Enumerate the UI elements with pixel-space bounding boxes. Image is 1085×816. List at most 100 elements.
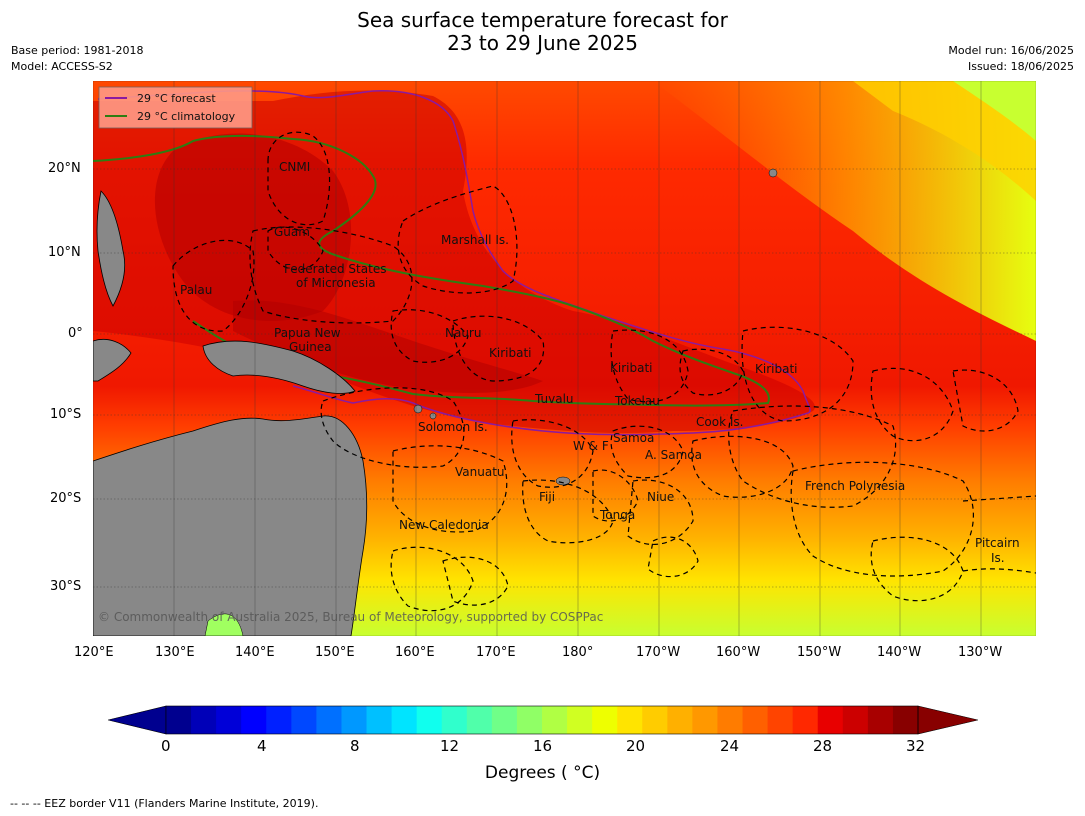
colorbar-tick-16: 16 [533,737,553,755]
region-label-pitcairn-1: Pitcairn [975,536,1020,550]
region-label-png-1: Papua New [274,326,341,340]
region-label-fiji: Fiji [539,490,555,504]
x-tick-150e: 150°E [315,645,355,660]
x-tick-120e: 120°E [74,645,114,660]
forecast-29c-contour [97,90,811,436]
y-tick-20n: 20°N [48,161,81,176]
model-text: Model: ACCESS-S2 [11,60,113,73]
colorbar-tick-8: 8 [350,737,360,755]
sst-map: CNMI Guam Marshall Is. Federated States … [93,81,1036,636]
region-label-marshall: Marshall Is. [441,233,509,247]
x-tick-140w: 140°W [877,645,922,660]
colorbar-cell [892,706,919,734]
colorbar-cell [617,706,643,734]
colorbar-cell [216,706,242,734]
colorbar-cell [667,706,693,734]
colorbar-cell [441,706,468,734]
region-label-vanuatu: Vanuatu [455,465,505,479]
x-tick-180: 180° [562,645,594,660]
x-tick-150w: 150°W [797,645,842,660]
colorbar-cell [717,706,744,734]
x-tick-160e: 160°E [395,645,435,660]
region-label-asamoa: A. Samoa [645,448,702,462]
colorbar-tick-20: 20 [626,737,646,755]
region-label-guam: Guam [274,225,310,239]
colorbar-cell [692,706,718,734]
colorbar-cell [266,706,292,734]
region-label-palau: Palau [180,283,212,297]
region-label-cook: Cook Is. [696,415,743,429]
region-label-new-caledonia: New Caledonia [399,518,489,532]
climatology-29c-contour [93,134,770,407]
colorbar-max-arrow [917,705,978,735]
colorbar-tick-12: 12 [440,737,460,755]
legend-climatology-label: 29 °C climatology [137,110,236,123]
region-label-tokelau: Tokelau [614,394,660,408]
australia-land [93,415,368,636]
eez-borders [172,131,1036,612]
colorbar-cell [516,706,543,734]
region-label-pitcairn-2: Is. [991,551,1005,565]
new-guinea-land [202,340,356,394]
colorbar-cell [867,706,894,734]
region-label-kiribati-central: Kiribati [610,361,652,375]
y-tick-20s: 20°S [50,491,82,506]
colorbar-cell [767,706,794,734]
region-label-cnmi: CNMI [279,160,310,174]
base-period-text: Base period: 1981-2018 [11,44,144,57]
issued-text: Issued: 18/06/2025 [967,60,1074,73]
colorbar-cell [466,706,493,734]
y-tick-10n: 10°N [48,245,81,260]
copyright-text: © Commonwealth of Australia 2025, Bureau… [98,610,603,624]
colorbar-tick-4: 4 [257,737,267,755]
colorbar-label: Degrees ( °C) [484,763,601,783]
colorbar [108,705,978,735]
region-label-tuvalu: Tuvalu [534,392,574,406]
graticule [173,81,982,636]
region-label-kiribati-west: Kiribati [489,346,531,360]
colorbar-cell [366,706,393,734]
map-title-line2: 23 to 29 June 2025 [447,31,638,55]
region-label-fsm-1: Federated States [284,262,386,276]
region-label-tonga: Tonga [599,508,635,522]
region-label-nauru: Nauru [445,326,481,340]
region-label-niue: Niue [647,490,674,504]
ne-cool-region [653,81,1036,341]
x-tick-130e: 130°E [155,645,195,660]
map-title-line1: Sea surface temperature forecast for [357,8,728,32]
colorbar-cell [567,706,593,734]
map-legend: 29 °C forecast 29 °C climatology [98,86,253,129]
colorbar-cell [592,706,618,734]
y-tick-30s: 30°S [50,579,82,594]
colorbar-tick-0: 0 [161,737,171,755]
region-label-solomon: Solomon Is. [418,420,488,434]
colorbar-cell [842,706,869,734]
eez-footnote: -- -- -- EEZ border V11 (Flanders Marine… [10,797,319,810]
colorbar-cell [817,706,844,734]
colorbar-tick-24: 24 [720,737,740,755]
x-tick-140e: 140°E [235,645,275,660]
region-label-kiribati-east: Kiribati [755,362,797,376]
colorbar-cell [642,706,668,734]
colorbar-cell [191,706,217,734]
region-label-fsm-2: of Micronesia [296,276,376,290]
colorbar-cell [491,706,518,734]
colorbar-cell [166,706,192,734]
x-tick-170w: 170°W [636,645,681,660]
region-label-wf: W & F [573,439,609,453]
colorbar-cell [416,706,443,734]
colorbar-cell [542,706,568,734]
colorbar-cell [742,706,769,734]
x-tick-170e: 170°E [476,645,516,660]
y-tick-10s: 10°S [50,407,82,422]
colorbar-min-arrow [108,705,167,735]
colorbar-cell [291,706,317,734]
colorbar-tick-32: 32 [906,737,926,755]
region-label-french-polynesia: French Polynesia [805,479,905,493]
x-tick-160w: 160°W [716,645,761,660]
y-tick-0: 0° [68,326,83,341]
colorbar-cell [341,706,368,734]
colorbar-cell [391,706,418,734]
region-label-samoa: Samoa [613,431,654,445]
philippines-land [96,190,126,307]
